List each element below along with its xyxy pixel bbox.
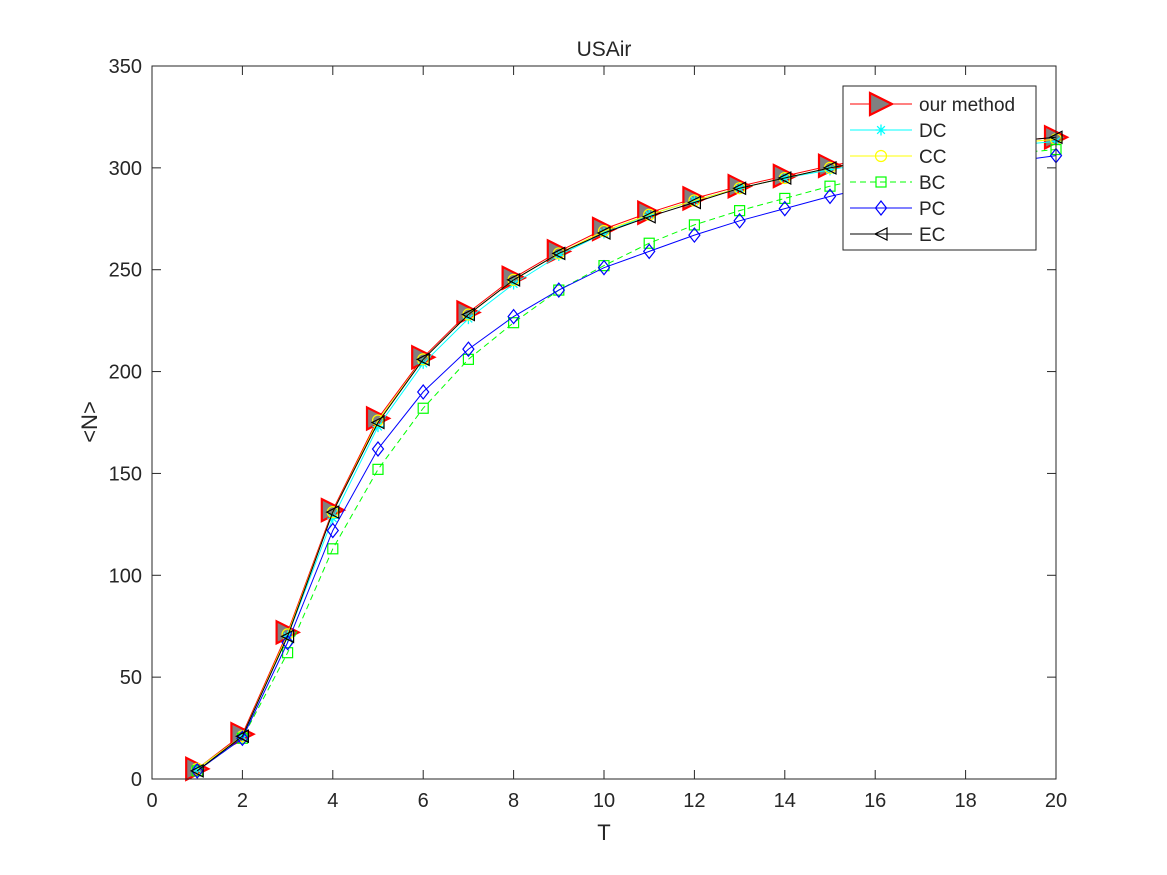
data-point — [415, 352, 430, 367]
data-point — [824, 164, 836, 176]
data-point — [327, 512, 339, 524]
legend-item: BC — [850, 173, 945, 194]
data-point — [280, 629, 295, 644]
data-point — [688, 219, 701, 231]
legend-label: our method — [919, 95, 1015, 116]
data-point — [191, 763, 203, 775]
legend-item: our method — [850, 91, 1015, 117]
data-point — [552, 282, 566, 299]
data-point — [462, 313, 474, 325]
legend-item: CC — [850, 147, 946, 168]
y-tick-label: 300 — [109, 158, 142, 180]
data-point — [507, 308, 520, 325]
data-point — [325, 505, 340, 520]
data-point — [281, 634, 294, 651]
legend-marker — [873, 227, 888, 241]
y-tick-label: 350 — [109, 56, 142, 78]
legend-item: DC — [850, 121, 946, 142]
data-point — [733, 212, 746, 229]
y-tick-label: 50 — [120, 667, 142, 689]
x-tick-label: 0 — [146, 790, 157, 812]
data-point — [327, 543, 339, 555]
data-point — [417, 357, 429, 369]
y-axis-label: <N> — [77, 401, 102, 443]
y-tick-label: 100 — [109, 565, 142, 587]
legend-marker — [874, 149, 888, 163]
data-point — [462, 341, 475, 358]
data-point — [508, 317, 520, 329]
legend-label: BC — [919, 173, 945, 194]
y-tick-label: 0 — [131, 769, 142, 791]
data-point — [189, 763, 204, 778]
data-point — [553, 249, 565, 261]
data-point — [372, 463, 384, 475]
data-point — [596, 226, 611, 241]
legend-item: EC — [850, 225, 945, 246]
data-point — [371, 441, 385, 457]
legend-marker — [875, 176, 887, 188]
x-tick-label: 16 — [864, 790, 886, 812]
x-tick-label: 6 — [418, 790, 429, 812]
data-point — [597, 259, 611, 276]
x-tick-label: 14 — [774, 790, 796, 812]
legend-marker — [868, 91, 895, 117]
data-point — [461, 307, 475, 322]
data-point — [642, 243, 656, 260]
chart-title: USAir — [577, 38, 632, 61]
legend-item: PC — [850, 199, 945, 220]
data-point — [416, 383, 430, 400]
legend-label: DC — [919, 121, 946, 142]
data-point — [235, 729, 249, 744]
x-tick-label: 18 — [954, 790, 976, 812]
y-tick-label: 150 — [109, 463, 142, 485]
data-point — [778, 200, 792, 217]
data-point — [370, 415, 385, 430]
x-tick-label: 4 — [327, 790, 338, 812]
data-point — [687, 195, 702, 210]
legend: our method DC CC BC PC EC — [842, 85, 1037, 251]
x-tick-label: 20 — [1045, 790, 1067, 812]
data-point — [417, 402, 429, 414]
data-point — [822, 160, 837, 175]
data-point — [236, 730, 249, 747]
legend-marker — [875, 124, 887, 136]
y-tick-label: 200 — [109, 362, 142, 384]
data-point — [326, 522, 340, 539]
data-point — [641, 209, 656, 224]
x-tick-label: 12 — [683, 790, 705, 812]
data-point — [777, 171, 792, 186]
data-point — [733, 205, 746, 217]
data-point — [372, 421, 384, 433]
data-point — [462, 353, 474, 365]
x-tick-label: 2 — [237, 790, 248, 812]
data-point — [506, 272, 521, 287]
data-point — [732, 181, 747, 196]
x-tick-label: 8 — [508, 790, 519, 812]
data-point — [823, 188, 837, 205]
data-point — [779, 192, 791, 205]
data-point — [688, 227, 701, 244]
y-tick-label: 250 — [109, 260, 142, 282]
legend-marker — [874, 200, 888, 216]
data-point — [508, 278, 520, 290]
legend-label: EC — [919, 225, 945, 246]
x-axis-label: T — [597, 820, 610, 845]
legend-label: CC — [919, 147, 946, 168]
data-point — [551, 246, 566, 261]
data-point — [643, 237, 655, 249]
x-tick-label: 10 — [593, 790, 615, 812]
legend-label: PC — [919, 199, 945, 220]
data-point — [824, 180, 836, 192]
